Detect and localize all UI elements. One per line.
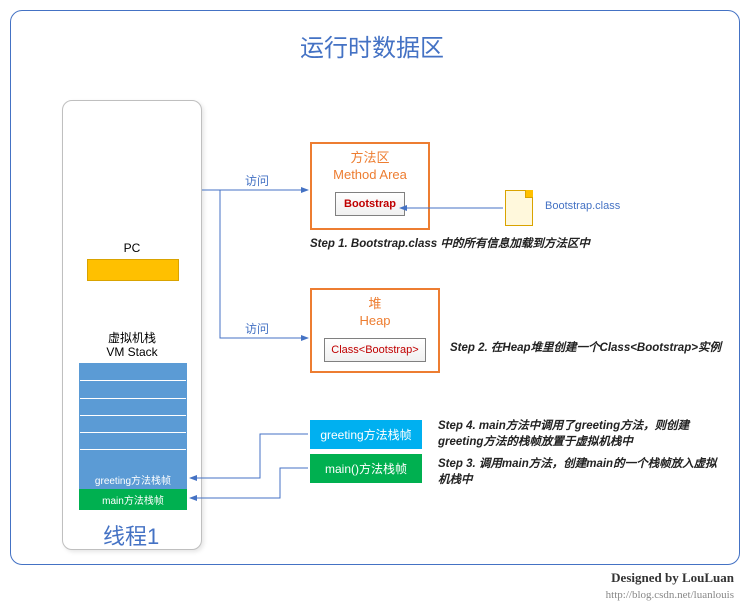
- method-area-en: Method Area: [333, 167, 407, 182]
- pc-label: PC: [63, 241, 201, 255]
- step-3: Step 3. 调用main方法，创建main的一个栈帧放入虚拟机栈中: [438, 456, 728, 488]
- heap-en: Heap: [359, 313, 390, 328]
- method-area: 方法区 Method Area Bootstrap: [310, 142, 430, 230]
- main-title: 运行时数据区: [300, 28, 444, 63]
- step-2: Step 2. 在Heap堆里创建一个Class<Bootstrap>实例: [450, 340, 740, 356]
- stack-slot: [80, 416, 186, 433]
- stack-greeting-frame: greeting方法栈帧: [79, 469, 187, 490]
- stack-slot: [80, 433, 186, 450]
- stack-slot: [80, 450, 186, 467]
- step-1: Step 1. Bootstrap.class 中的所有信息加载到方法区中: [310, 236, 710, 252]
- stack-main-frame: main方法栈帧: [79, 489, 187, 510]
- vm-stack-label-cn: 虚拟机栈: [63, 329, 201, 346]
- file-icon: [505, 190, 533, 226]
- heap-cn: 堆: [368, 296, 381, 311]
- file-fold: [525, 190, 533, 198]
- class-bootstrap-item: Class<Bootstrap>: [324, 338, 425, 362]
- method-area-title: 方法区 Method Area: [312, 150, 428, 184]
- step-4: Step 4. main方法中调用了greeting方法，则创建greeting…: [438, 418, 728, 450]
- heap-title: 堆 Heap: [312, 296, 438, 330]
- bootstrap-item: Bootstrap: [335, 192, 405, 216]
- thread-box: PC 虚拟机栈 VM Stack greeting方法栈帧 main方法栈帧 线…: [62, 100, 202, 550]
- stack-slot: [80, 364, 186, 381]
- method-area-cn: 方法区: [350, 150, 389, 165]
- heap-area: 堆 Heap Class<Bootstrap>: [310, 288, 440, 373]
- credit-designed: Designed by LouLuan: [611, 570, 734, 586]
- thread-label: 线程1: [103, 519, 159, 551]
- greeting-frame-box: greeting方法栈帧: [310, 420, 422, 449]
- pc-register: [87, 259, 179, 281]
- stack-slot: [80, 399, 186, 416]
- vm-stack-label-en: VM Stack: [63, 345, 201, 359]
- vm-stack: [79, 363, 187, 469]
- visit-label-2: 访问: [245, 320, 269, 337]
- stack-slot: [80, 381, 186, 398]
- credit-url: http://blog.csdn.net/luanlouis: [606, 589, 734, 601]
- file-label: Bootstrap.class: [545, 200, 620, 212]
- visit-label-1: 访问: [245, 172, 269, 189]
- main-frame-box: main()方法栈帧: [310, 454, 422, 483]
